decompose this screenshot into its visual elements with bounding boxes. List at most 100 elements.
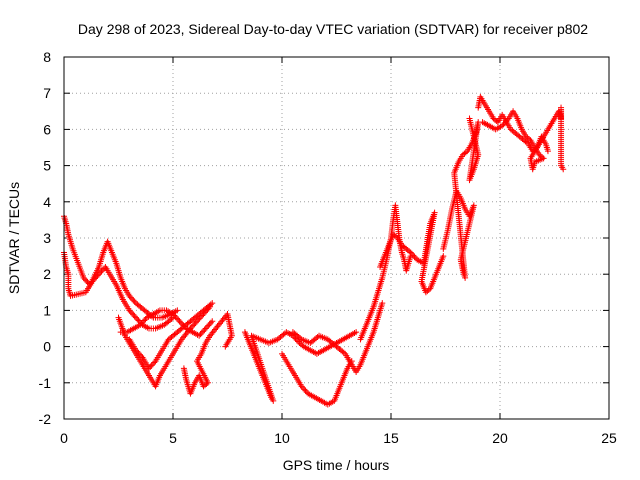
data-point bbox=[129, 295, 136, 302]
x-tick-label: 5 bbox=[169, 430, 177, 446]
data-point bbox=[526, 136, 533, 143]
y-tick-label: 1 bbox=[43, 302, 51, 318]
data-point bbox=[200, 328, 207, 335]
data-series bbox=[117, 307, 216, 339]
data-point bbox=[90, 276, 97, 283]
data-point bbox=[302, 387, 309, 394]
data-point bbox=[297, 335, 304, 342]
data-point bbox=[126, 292, 133, 299]
data-point bbox=[190, 322, 197, 329]
data-point bbox=[84, 279, 91, 286]
data-point bbox=[198, 329, 205, 336]
y-tick-label: 5 bbox=[43, 158, 51, 174]
data-point bbox=[139, 318, 146, 325]
x-tick-label: 20 bbox=[492, 430, 508, 446]
data-point bbox=[130, 297, 137, 304]
data-point bbox=[207, 319, 214, 326]
data-point bbox=[193, 318, 200, 325]
data-point bbox=[171, 312, 178, 319]
data-point bbox=[301, 386, 308, 393]
x-tick-label: 10 bbox=[274, 430, 290, 446]
data-point bbox=[168, 315, 175, 322]
data-point bbox=[209, 300, 216, 307]
x-tick-label: 0 bbox=[60, 430, 68, 446]
data-point bbox=[410, 252, 417, 259]
data-point bbox=[407, 249, 414, 256]
tick-labels: 0 5 10 15 20 25 -2 -1 0 1 2 3 4 5 6 7 8 bbox=[39, 49, 617, 446]
data-point bbox=[98, 268, 105, 275]
y-tick-label: -2 bbox=[39, 411, 52, 427]
data-point bbox=[141, 317, 148, 324]
data-point bbox=[147, 363, 154, 370]
data-point bbox=[192, 319, 199, 326]
data-point bbox=[202, 325, 209, 332]
data-series bbox=[289, 300, 386, 375]
data-point bbox=[499, 122, 506, 129]
data-point bbox=[138, 320, 145, 327]
data-point bbox=[135, 317, 142, 324]
data-point bbox=[340, 349, 347, 356]
data-point bbox=[493, 117, 500, 124]
data-point bbox=[406, 248, 413, 255]
y-tick-label: 7 bbox=[43, 85, 51, 101]
data-point bbox=[127, 294, 134, 301]
data-series bbox=[61, 249, 176, 332]
data-point bbox=[222, 343, 229, 350]
data-point bbox=[146, 365, 153, 372]
data-point bbox=[197, 331, 204, 338]
data-point bbox=[411, 253, 418, 260]
data-point bbox=[80, 274, 87, 281]
data-point bbox=[379, 300, 386, 307]
data-point bbox=[195, 316, 202, 323]
data-point bbox=[466, 115, 473, 122]
data-point bbox=[94, 272, 101, 279]
data-point bbox=[136, 351, 143, 358]
data-point bbox=[501, 119, 508, 126]
data-point bbox=[523, 139, 530, 146]
data-point bbox=[132, 347, 139, 354]
y-axis-label: SDTVAR / TECUs bbox=[6, 182, 22, 294]
y-tick-label: 8 bbox=[43, 49, 51, 65]
data-point bbox=[127, 308, 134, 315]
data-point bbox=[93, 274, 100, 281]
data-point bbox=[504, 116, 511, 123]
y-tick-label: 3 bbox=[43, 230, 51, 246]
data-point bbox=[209, 318, 216, 325]
x-tick-label: 15 bbox=[383, 430, 399, 446]
y-tick-label: 2 bbox=[43, 266, 51, 282]
data-point bbox=[134, 348, 141, 355]
data-point bbox=[462, 149, 469, 156]
data-point bbox=[205, 322, 212, 329]
data-point bbox=[132, 314, 139, 321]
data-point bbox=[131, 298, 138, 305]
x-tick-label: 25 bbox=[601, 430, 617, 446]
data-point bbox=[175, 316, 182, 323]
data-point bbox=[137, 321, 144, 328]
data-series bbox=[377, 209, 447, 296]
data-point bbox=[126, 307, 133, 314]
data-point bbox=[440, 253, 447, 260]
data-point bbox=[295, 338, 302, 345]
data-series bbox=[279, 350, 355, 408]
y-tick-label: -1 bbox=[39, 375, 52, 391]
data-point bbox=[170, 311, 176, 318]
data-point bbox=[177, 319, 184, 326]
data-points bbox=[61, 93, 567, 408]
data-point bbox=[129, 310, 136, 317]
data-point bbox=[560, 166, 567, 173]
data-point bbox=[503, 118, 510, 125]
data-point bbox=[131, 313, 138, 320]
data-series bbox=[440, 115, 482, 281]
data-point bbox=[99, 266, 106, 273]
data-point bbox=[91, 275, 98, 282]
data-point bbox=[97, 269, 104, 276]
x-axis-label: GPS time / hours bbox=[283, 457, 390, 473]
data-point bbox=[134, 316, 141, 323]
data-point bbox=[191, 321, 198, 328]
data-point bbox=[353, 329, 360, 336]
data-point bbox=[196, 332, 203, 339]
data-point bbox=[174, 307, 181, 314]
y-tick-label: 6 bbox=[43, 121, 51, 137]
